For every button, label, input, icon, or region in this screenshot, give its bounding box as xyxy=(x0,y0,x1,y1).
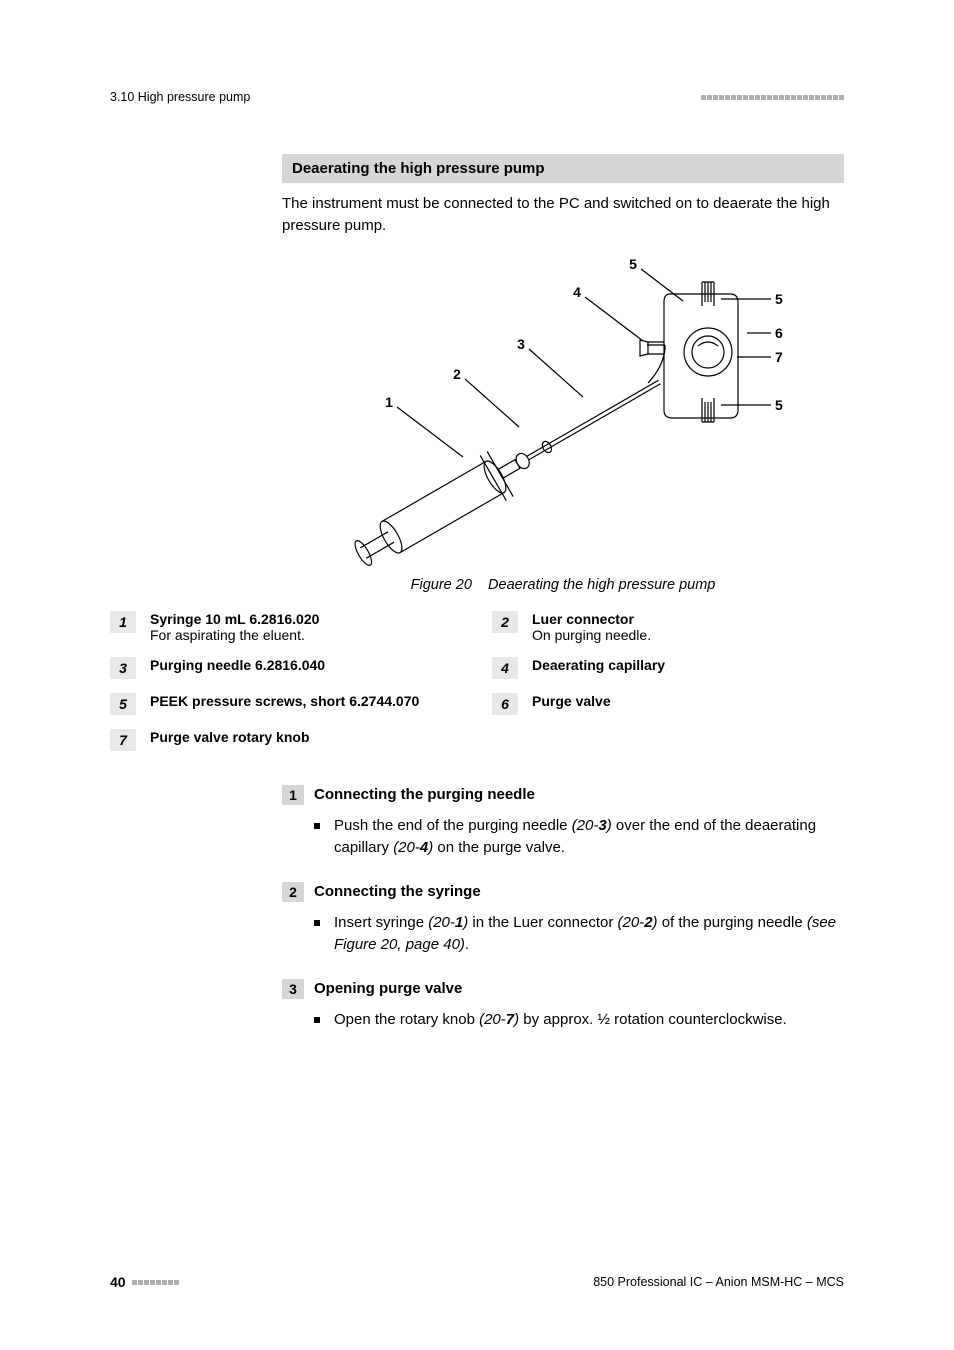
svg-text:5: 5 xyxy=(775,291,783,307)
step-bullet: Open the rotary knob (20-7) by approx. ½… xyxy=(314,1009,844,1032)
step-head: 3 Opening purge valve xyxy=(282,979,844,999)
svg-text:5: 5 xyxy=(629,257,637,272)
svg-text:1: 1 xyxy=(385,394,393,410)
legend-number: 3 xyxy=(110,657,136,679)
legend-number: 4 xyxy=(492,657,518,679)
legend-title: PEEK pressure screws, short 6.2744.070 xyxy=(150,693,462,709)
legend-desc: For aspirating the eluent. xyxy=(150,627,462,643)
legend-item: 6 Purge valve xyxy=(492,693,844,715)
legend-item: 1 Syringe 10 mL 6.2816.020For aspirating … xyxy=(110,611,462,643)
svg-text:5: 5 xyxy=(775,397,783,413)
legend-body: Purge valve xyxy=(532,693,844,715)
legend-body: Purging needle 6.2816.040 xyxy=(150,657,462,679)
legend-number: 7 xyxy=(110,729,136,751)
step-title: Opening purge valve xyxy=(314,980,462,997)
header-decor xyxy=(701,95,844,100)
step-number: 1 xyxy=(282,785,304,805)
svg-text:6: 6 xyxy=(775,325,783,341)
step-body: Push the end of the purging needle (20-3… xyxy=(334,815,844,860)
legend-title: Deaerating capillary xyxy=(532,657,844,673)
step-number: 3 xyxy=(282,979,304,999)
legend-item: 3 Purging needle 6.2816.040 xyxy=(110,657,462,679)
step-body: Insert syringe (20-1) in the Luer connec… xyxy=(334,912,844,957)
figure-caption-prefix: Figure 20 xyxy=(411,577,472,593)
step-number: 2 xyxy=(282,882,304,902)
intro-paragraph: The instrument must be connected to the … xyxy=(282,193,844,237)
step: 3 Opening purge valve Open the rotary knob… xyxy=(282,979,844,1032)
legend-item: 4 Deaerating capillary xyxy=(492,657,844,679)
header-section-label: 3.10 High pressure pump xyxy=(110,90,250,104)
step-bullet: Insert syringe (20-1) in the Luer connec… xyxy=(314,912,844,957)
svg-text:2: 2 xyxy=(453,366,461,382)
figure-legend: 1 Syringe 10 mL 6.2816.020For aspirating … xyxy=(110,611,844,751)
page-header: 3.10 High pressure pump xyxy=(110,90,844,104)
step-body: Open the rotary knob (20-7) by approx. ½… xyxy=(334,1009,787,1032)
step: 2 Connecting the syringe Insert syringe (2… xyxy=(282,882,844,957)
legend-item: 2 Luer connectorOn purging needle. xyxy=(492,611,844,643)
legend-number: 5 xyxy=(110,693,136,715)
procedure-steps: 1 Connecting the purging needle Push the e… xyxy=(110,785,844,1032)
bullet-icon xyxy=(314,920,320,926)
legend-body: Purge valve rotary knob xyxy=(150,729,462,751)
legend-title: Luer connector xyxy=(532,611,844,627)
legend-number: 2 xyxy=(492,611,518,633)
legend-number: 6 xyxy=(492,693,518,715)
legend-body: Deaerating capillary xyxy=(532,657,844,679)
figure-caption: Figure 20 Deaerating the high pressure p… xyxy=(282,577,844,593)
step-title: Connecting the purging needle xyxy=(314,786,535,803)
step-head: 2 Connecting the syringe xyxy=(282,882,844,902)
footer-doc-title: 850 Professional IC – Anion MSM-HC – MCS xyxy=(593,1275,844,1289)
bullet-icon xyxy=(314,823,320,829)
step-title: Connecting the syringe xyxy=(314,883,481,900)
legend-title: Purging needle 6.2816.040 xyxy=(150,657,462,673)
legend-desc: On purging needle. xyxy=(532,627,844,643)
deaerating-diagram: 1 2 3 4 5 5 6 7 5 xyxy=(333,257,793,567)
figure-caption-text: Deaerating the high pressure pump xyxy=(488,577,715,593)
legend-body: Luer connectorOn purging needle. xyxy=(532,611,844,643)
step-head: 1 Connecting the purging needle xyxy=(282,785,844,805)
page-number: 40 xyxy=(110,1274,126,1290)
legend-title: Purge valve rotary knob xyxy=(150,729,462,745)
page-footer: 40 850 Professional IC – Anion MSM-HC – … xyxy=(110,1274,844,1290)
legend-item: 7 Purge valve rotary knob xyxy=(110,729,462,751)
step: 1 Connecting the purging needle Push the e… xyxy=(282,785,844,860)
svg-text:4: 4 xyxy=(573,284,581,300)
svg-text:3: 3 xyxy=(517,336,525,352)
figure-20: 1 2 3 4 5 5 6 7 5 xyxy=(282,257,844,567)
legend-title: Syringe 10 mL 6.2816.020 xyxy=(150,611,462,627)
footer-left: 40 xyxy=(110,1274,179,1290)
legend-item: 5 PEEK pressure screws, short 6.2744.070 xyxy=(110,693,462,715)
legend-title: Purge valve xyxy=(532,693,844,709)
section-heading: Deaerating the high pressure pump xyxy=(282,154,844,183)
footer-decor xyxy=(132,1280,179,1285)
svg-text:7: 7 xyxy=(775,349,783,365)
legend-body: PEEK pressure screws, short 6.2744.070 xyxy=(150,693,462,715)
legend-number: 1 xyxy=(110,611,136,633)
bullet-icon xyxy=(314,1017,320,1023)
step-bullet: Push the end of the purging needle (20-3… xyxy=(314,815,844,860)
legend-body: Syringe 10 mL 6.2816.020For aspirating t… xyxy=(150,611,462,643)
